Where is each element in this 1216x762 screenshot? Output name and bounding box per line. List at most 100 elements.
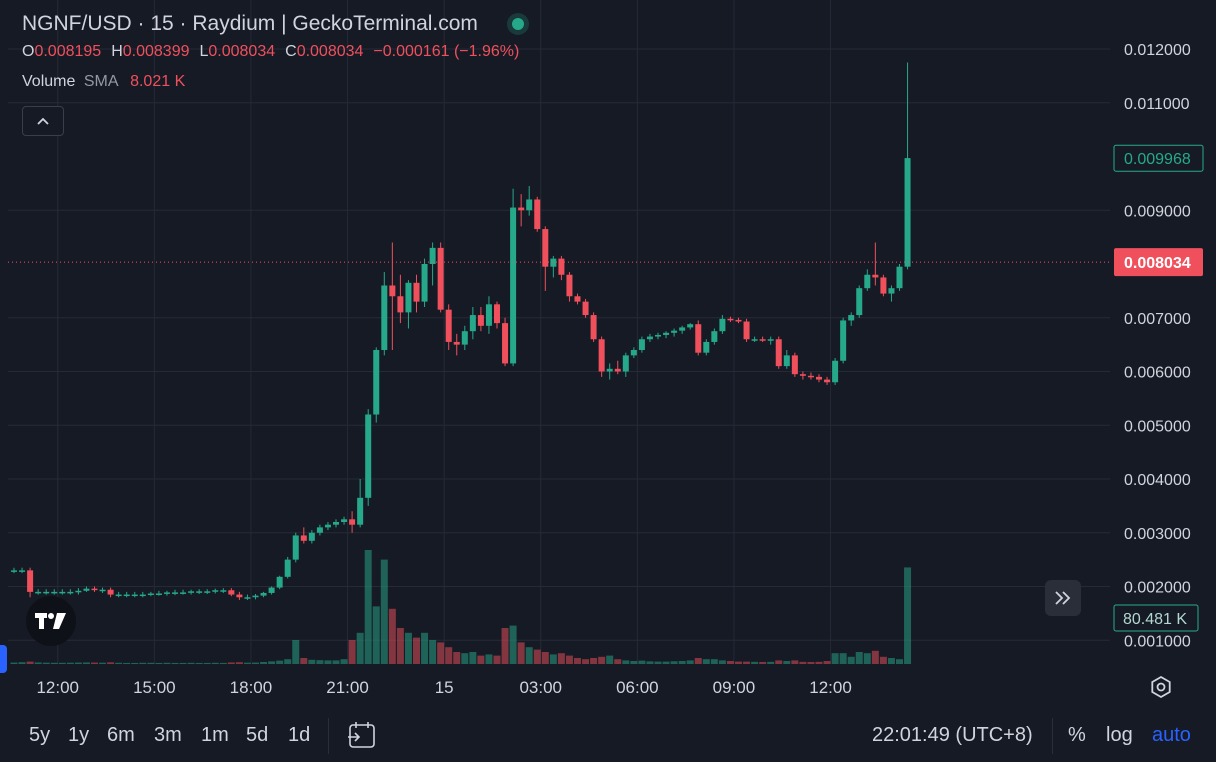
candle-body xyxy=(373,350,380,415)
go-to-date-button[interactable] xyxy=(346,720,378,750)
candle-body xyxy=(429,247,436,264)
candle-body xyxy=(413,282,420,302)
market-status-icon[interactable] xyxy=(511,18,524,30)
low-label: L xyxy=(199,43,209,60)
candle-body xyxy=(743,321,750,340)
range-5y[interactable]: 5y xyxy=(29,724,51,746)
range-1d[interactable]: 1d xyxy=(288,724,311,746)
candle-body xyxy=(824,379,831,383)
volume-bar xyxy=(735,661,742,664)
candle-body xyxy=(155,593,162,595)
candle-body xyxy=(324,524,331,528)
candle-body xyxy=(880,277,887,294)
scroll-handle[interactable] xyxy=(0,645,7,673)
range-1m[interactable]: 1m xyxy=(201,724,229,746)
price-tick-label: 0.005000 xyxy=(1124,418,1191,435)
last-price-label: 0.008034 xyxy=(1124,255,1191,272)
volume-legend[interactable]: Volume SMA 8.021 K xyxy=(22,73,529,91)
volume-bar xyxy=(340,659,348,664)
time-tick-label: 03:00 xyxy=(519,678,562,697)
tradingview-logo[interactable] xyxy=(26,596,76,646)
volume-bar xyxy=(533,649,541,664)
volume-bar xyxy=(807,661,815,664)
candle-body xyxy=(751,339,758,341)
symbol-name: NGNF/USD xyxy=(22,12,132,35)
calendar-icon xyxy=(348,722,375,748)
range-6m[interactable]: 6m xyxy=(107,724,135,746)
range-3m[interactable]: 3m xyxy=(154,724,182,746)
volume-bar xyxy=(348,640,356,664)
auto-scale-toggle[interactable]: auto xyxy=(1152,724,1191,746)
log-scale-toggle[interactable]: log xyxy=(1106,724,1133,746)
candle-body xyxy=(816,376,822,380)
low-value: 0.008034 xyxy=(208,43,276,60)
volume-bar xyxy=(292,640,300,664)
collapse-legend-button[interactable] xyxy=(22,106,64,136)
candle-body xyxy=(445,309,452,342)
candle-body xyxy=(558,258,565,275)
volume-bar xyxy=(219,662,227,664)
volume-bar xyxy=(904,567,912,664)
current-price-tag xyxy=(1113,144,1204,172)
exchange-label: Raydium xyxy=(192,12,276,35)
candle-body xyxy=(582,301,589,316)
percent-scale-toggle[interactable]: % xyxy=(1068,724,1086,746)
candle-body xyxy=(703,341,710,353)
candle-body xyxy=(799,374,806,376)
price-tick-label: 0.003000 xyxy=(1124,526,1191,543)
candle-body xyxy=(389,285,396,297)
volume-bar xyxy=(815,661,823,664)
time-tick-label: 12:00 xyxy=(36,678,79,697)
clock-timezone[interactable]: 22:01:49 (UTC+8) xyxy=(872,724,1033,746)
price-chart[interactable]: 0.012000 0.011000 0.009000 0.007000 0.006000… xyxy=(0,0,1216,706)
chevron-up-icon xyxy=(37,117,49,125)
volume-bar xyxy=(871,650,879,664)
candle-body xyxy=(59,591,66,594)
volume-bar xyxy=(702,659,710,664)
candle-body xyxy=(244,597,251,599)
candle-body xyxy=(807,375,814,378)
symbol-title[interactable]: NGNF/USD · 15 · Raydium | GeckoTerminal.… xyxy=(22,12,529,36)
volume-bar xyxy=(42,662,50,664)
candle-body xyxy=(518,207,525,211)
candle-body xyxy=(19,570,26,572)
candle-body xyxy=(397,296,404,313)
candle-body xyxy=(308,532,315,541)
scroll-to-realtime-button[interactable] xyxy=(1045,580,1081,616)
candle-body xyxy=(163,592,170,594)
candle-body xyxy=(35,591,42,594)
candle-body xyxy=(341,519,348,522)
candle-body xyxy=(107,589,114,595)
candle-body xyxy=(630,350,637,356)
candle-body xyxy=(437,247,444,310)
candle-body xyxy=(526,199,533,211)
volume-bar xyxy=(751,661,759,664)
candle-body xyxy=(759,339,766,341)
candle-body xyxy=(27,570,34,592)
candle-body xyxy=(292,535,299,560)
high-label: H xyxy=(111,43,123,60)
candle-body xyxy=(365,414,372,498)
candle-body xyxy=(590,315,597,340)
volume-bar xyxy=(767,661,775,664)
candle-body xyxy=(638,339,645,350)
axis-settings-button[interactable] xyxy=(1148,674,1174,700)
volume-bar xyxy=(598,656,606,664)
price-tick-label: 0.011000 xyxy=(1124,96,1190,113)
range-1y[interactable]: 1y xyxy=(68,724,90,746)
range-5d[interactable]: 5d xyxy=(246,724,269,746)
volume-bar xyxy=(718,660,726,664)
volume-label: Volume xyxy=(22,73,76,90)
volume-bar xyxy=(614,659,622,664)
volume-bar xyxy=(324,660,332,664)
candle-body xyxy=(83,588,90,591)
candle-body xyxy=(333,522,339,525)
volume-bar xyxy=(791,660,799,664)
volume-bar xyxy=(252,662,259,664)
candle-body xyxy=(220,590,227,592)
price-tags: 0.009968 0.008034 80.481 K xyxy=(1113,144,1204,632)
volume-bar xyxy=(823,661,831,664)
volume-bar xyxy=(58,662,66,664)
candle-body xyxy=(349,519,356,525)
volume-bar xyxy=(887,658,895,664)
